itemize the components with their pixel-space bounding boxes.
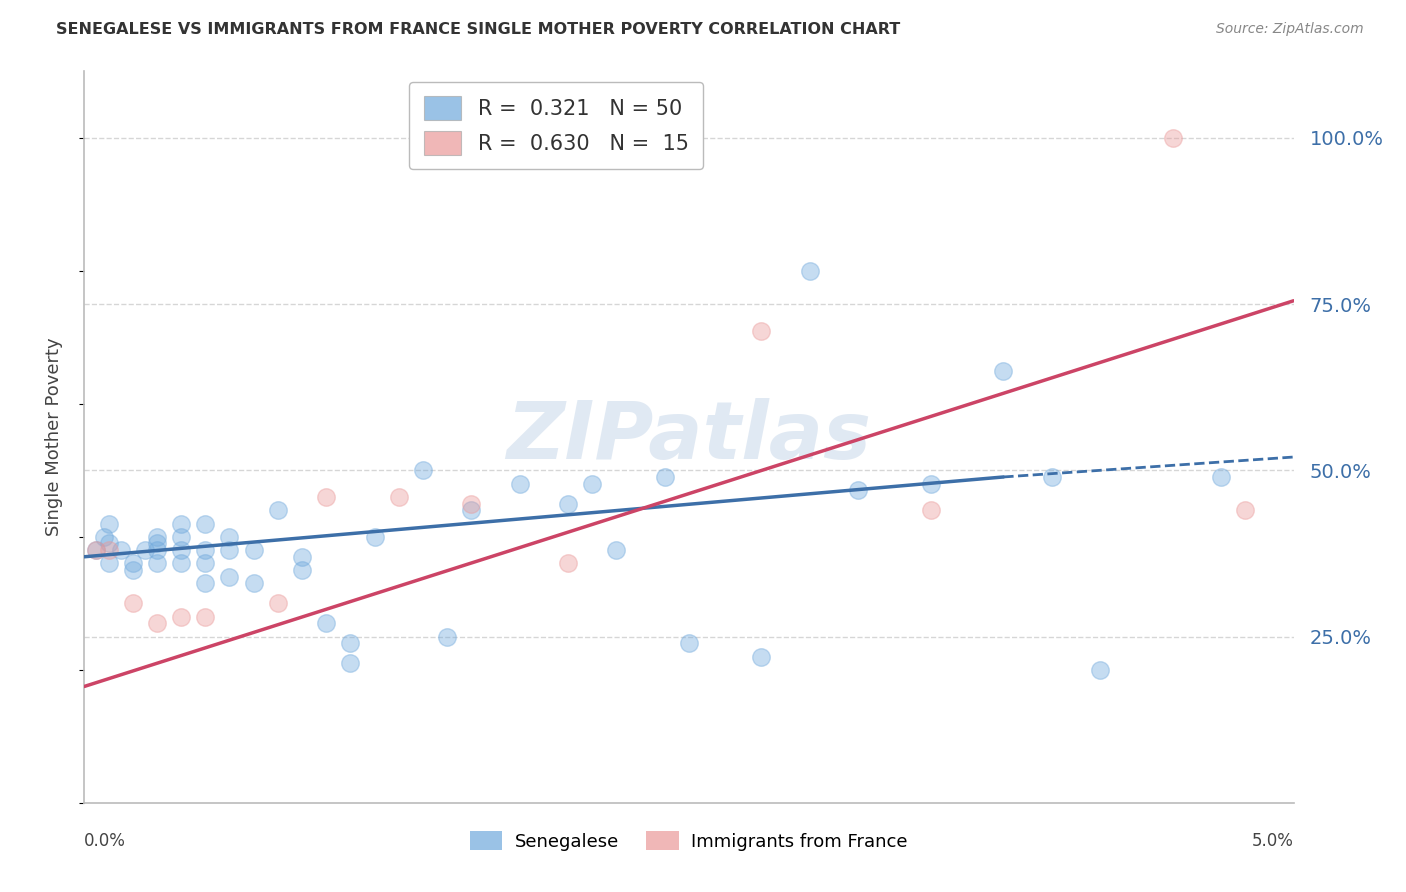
Point xyxy=(146,530,169,544)
Point xyxy=(920,503,942,517)
Point xyxy=(460,497,482,511)
Point xyxy=(146,616,169,631)
Point xyxy=(1209,470,1232,484)
Point xyxy=(97,557,120,571)
Text: 0.0%: 0.0% xyxy=(84,832,127,850)
Point xyxy=(194,609,217,624)
Point xyxy=(388,490,411,504)
Point xyxy=(267,596,290,610)
Point xyxy=(460,503,482,517)
Point xyxy=(86,543,108,558)
Point xyxy=(751,324,773,338)
Text: SENEGALESE VS IMMIGRANTS FROM FRANCE SINGLE MOTHER POVERTY CORRELATION CHART: SENEGALESE VS IMMIGRANTS FROM FRANCE SIN… xyxy=(56,22,900,37)
Point xyxy=(1088,663,1111,677)
Point xyxy=(146,557,169,571)
Point xyxy=(242,576,264,591)
Point xyxy=(267,503,290,517)
Point xyxy=(170,530,193,544)
Point xyxy=(315,490,337,504)
Point xyxy=(194,557,217,571)
Point xyxy=(97,516,120,531)
Text: Source: ZipAtlas.com: Source: ZipAtlas.com xyxy=(1216,22,1364,37)
Point xyxy=(581,476,603,491)
Point xyxy=(509,476,531,491)
Point xyxy=(146,543,169,558)
Point xyxy=(557,497,579,511)
Text: ZIPatlas: ZIPatlas xyxy=(506,398,872,476)
Point xyxy=(121,557,143,571)
Point xyxy=(412,463,434,477)
Point xyxy=(218,543,240,558)
Point xyxy=(291,549,314,564)
Point xyxy=(93,530,115,544)
Point xyxy=(363,530,385,544)
Point xyxy=(218,530,240,544)
Point xyxy=(97,536,120,550)
Point xyxy=(1234,503,1257,517)
Point xyxy=(194,516,217,531)
Point xyxy=(1161,131,1184,145)
Point xyxy=(1040,470,1063,484)
Point xyxy=(846,483,869,498)
Point xyxy=(678,636,700,650)
Point xyxy=(194,576,217,591)
Point xyxy=(121,596,143,610)
Point xyxy=(170,609,193,624)
Point xyxy=(242,543,264,558)
Point xyxy=(291,563,314,577)
Point xyxy=(751,649,773,664)
Point xyxy=(654,470,676,484)
Point xyxy=(799,264,821,278)
Point xyxy=(170,516,193,531)
Y-axis label: Single Mother Poverty: Single Mother Poverty xyxy=(45,338,63,536)
Text: 5.0%: 5.0% xyxy=(1251,832,1294,850)
Point xyxy=(993,363,1015,377)
Point xyxy=(920,476,942,491)
Point xyxy=(339,656,361,670)
Point xyxy=(218,570,240,584)
Point xyxy=(557,557,579,571)
Point xyxy=(315,616,337,631)
Point xyxy=(194,543,217,558)
Point xyxy=(605,543,627,558)
Point xyxy=(436,630,458,644)
Point xyxy=(121,563,143,577)
Point xyxy=(170,557,193,571)
Point xyxy=(97,543,120,558)
Point xyxy=(134,543,156,558)
Point xyxy=(110,543,132,558)
Point xyxy=(339,636,361,650)
Point xyxy=(146,536,169,550)
Legend: Senegalese, Immigrants from France: Senegalese, Immigrants from France xyxy=(461,822,917,860)
Point xyxy=(170,543,193,558)
Point xyxy=(86,543,108,558)
